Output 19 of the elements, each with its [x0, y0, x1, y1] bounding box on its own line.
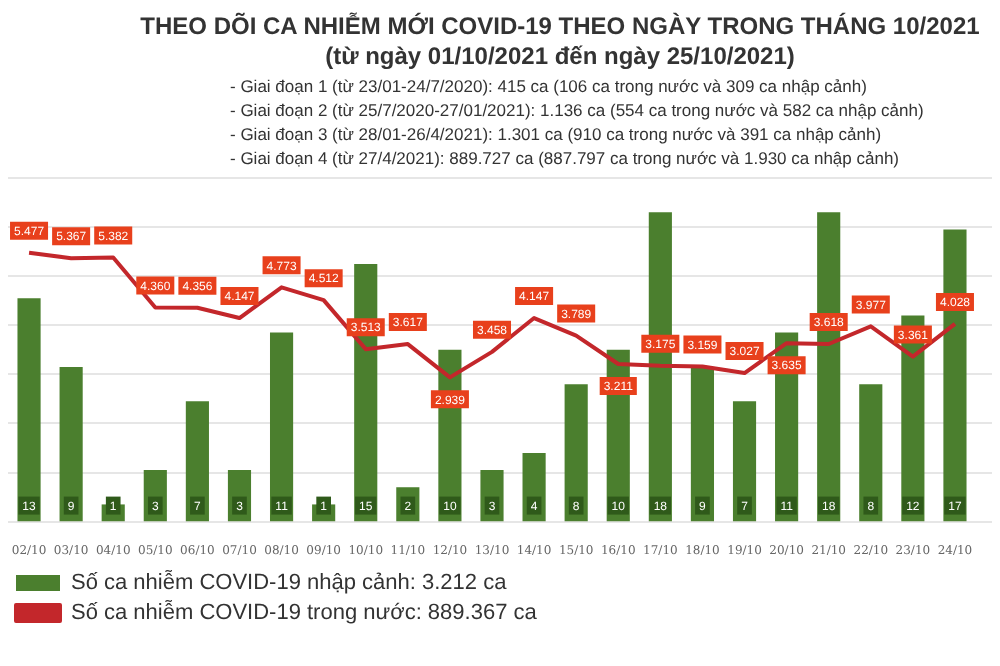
- bar: [732, 401, 757, 522]
- legend-label: Số ca nhiễm COVID-19 nhập cảnh: 3.212 ca: [71, 569, 509, 596]
- text: - Giai đoạn 2 (từ 25/7/2020-27/01/2021): 1.136 ca (554 ca trong nước và 582 ca nhập cảnh): [230, 98, 926, 122]
- bar: [817, 212, 841, 522]
- text: - Giai đoạn 3 (từ 28/01-26/4/2021): 1.301 ca (910 ca trong nước và 391 ca nhập cảnh): [230, 122, 884, 146]
- chart-subtitle: (từ ngày 01/10/2021 đến ngày 25/10/2021): [323, 42, 797, 70]
- bar: [269, 332, 294, 522]
- chart-title: THEO DÕI CA NHIỄM MỚI COVID-19 THEO NGÀY TRONG THÁNG 10/2021: [138, 12, 982, 40]
- bar: [17, 298, 41, 522]
- bar: [185, 401, 209, 522]
- bar: [690, 366, 715, 522]
- bar: [59, 366, 83, 522]
- bar: [859, 384, 883, 522]
- text: - Giai đoạn 1 (từ 23/01-24/7/2020): 415 ca (106 ca trong nước và 309 ca nhập cảnh): [230, 74, 869, 98]
- legend-label: Số ca nhiễm COVID-19 trong nước: 889.367 ca: [71, 599, 539, 626]
- bar: [648, 212, 672, 522]
- bar: [564, 384, 588, 522]
- text: - Giai đoạn 4 (từ 27/4/2021): 889.727 ca (887.797 ca trong nước và 1.930 ca nhập cảnh): [230, 146, 902, 170]
- bar: [943, 229, 967, 522]
